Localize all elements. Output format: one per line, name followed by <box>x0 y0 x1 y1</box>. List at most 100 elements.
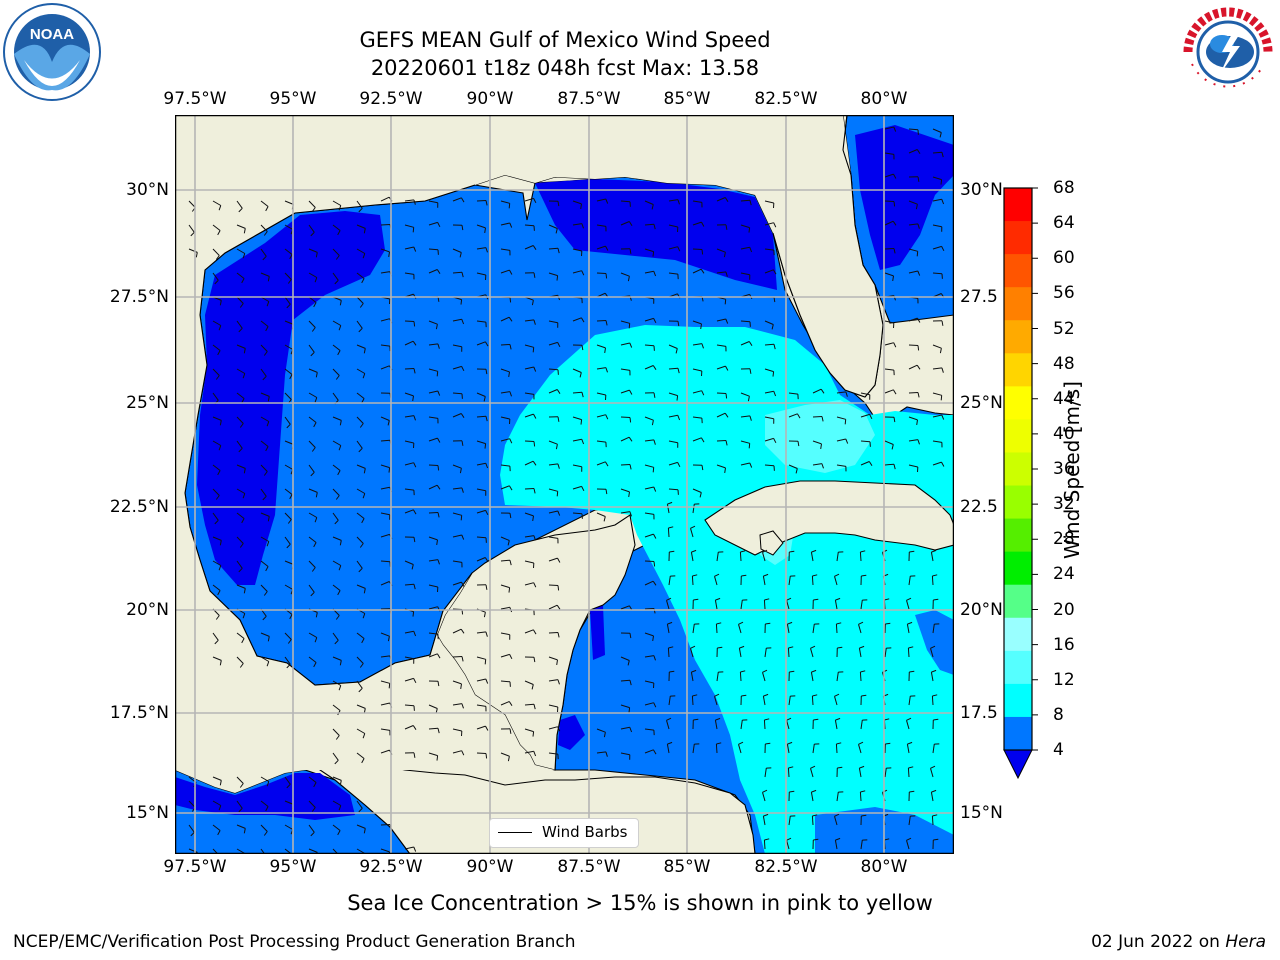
wind-barb <box>260 656 270 667</box>
wind-barb <box>596 367 608 373</box>
wind-barb <box>716 671 724 682</box>
axis-tick-label: 97.5°W <box>163 857 227 877</box>
wind-barb <box>476 462 489 469</box>
wind-barb <box>572 270 585 276</box>
wind-barb <box>644 560 656 567</box>
wind-barb <box>908 439 920 445</box>
wind-barb <box>930 789 937 802</box>
wind-barb <box>572 200 582 209</box>
wind-barb <box>548 247 560 254</box>
wind-barb <box>690 645 696 658</box>
wind-barb <box>212 536 222 546</box>
wind-barb <box>740 599 748 610</box>
wind-barb <box>762 693 769 706</box>
wind-barb <box>524 560 535 569</box>
wind-barb <box>332 416 342 426</box>
wind-barb <box>356 368 366 379</box>
footer-credit: NCEP/EMC/Verification Post Processing Pr… <box>13 932 576 952</box>
wind-barb <box>644 200 654 210</box>
wind-barb <box>860 413 873 420</box>
wind-barb <box>236 632 245 644</box>
wind-barb <box>596 245 609 251</box>
wind-barb <box>500 344 512 350</box>
axis-tick-label: 15°N <box>960 803 1003 823</box>
wind-barb <box>620 342 633 348</box>
wind-barb <box>908 344 920 351</box>
wind-barb <box>860 839 868 850</box>
wind-barb <box>834 573 840 586</box>
wind-barb <box>908 200 918 210</box>
wind-barb <box>884 440 894 450</box>
wind-barb <box>860 574 867 586</box>
wind-barb <box>668 440 679 448</box>
wind-barb <box>260 464 268 476</box>
sea-ice-note: Sea Ice Concentration > 15% is shown in … <box>347 891 933 915</box>
wind-barb <box>476 704 487 712</box>
wind-barb <box>620 221 633 226</box>
wind-barb <box>666 717 672 730</box>
wind-barb <box>572 391 584 398</box>
wind-barb <box>548 557 561 563</box>
wind-barb <box>308 512 318 523</box>
wind-barb <box>884 742 891 754</box>
colorbar-segment <box>1004 551 1032 586</box>
colorbar-segment <box>1004 320 1032 354</box>
wind-barb <box>356 272 365 284</box>
wind-barb <box>476 631 488 637</box>
wind-barb <box>932 838 939 850</box>
wind-barb <box>500 368 510 377</box>
colorbar-tick-label: 32 <box>1053 494 1075 515</box>
wind-barb <box>500 632 511 640</box>
wind-barb <box>810 669 817 682</box>
wind-barb <box>428 653 441 659</box>
wind-barb <box>762 669 768 682</box>
wind-barb <box>500 752 510 762</box>
wind-barb <box>380 728 391 736</box>
wind-barb <box>260 536 270 547</box>
wind-barb <box>308 200 316 212</box>
wind-barb <box>524 344 535 353</box>
wind-barb <box>932 598 939 610</box>
wind-barb <box>212 488 220 500</box>
wind-barb <box>738 741 744 754</box>
wind-barb <box>788 392 799 400</box>
wind-barb <box>452 344 463 352</box>
wind-barb <box>332 248 340 260</box>
wind-barb <box>932 743 940 754</box>
wind-barb <box>620 436 633 442</box>
wind-barb <box>284 272 292 284</box>
wind-barb <box>692 320 702 329</box>
wind-barb <box>524 197 537 204</box>
wind-barb <box>524 656 536 663</box>
wind-barb <box>763 718 770 730</box>
wind-barb <box>810 645 816 658</box>
calm-zone-north <box>535 179 777 290</box>
wind-barb <box>476 247 488 253</box>
wind-barb <box>692 368 703 377</box>
wind-barb <box>476 752 488 759</box>
wind-barb <box>644 728 655 736</box>
wind-barb <box>332 632 339 645</box>
wind-barb <box>836 646 843 658</box>
wind-barb <box>332 656 342 666</box>
wind-barb <box>692 248 704 255</box>
colorbar-segment <box>1004 419 1032 453</box>
axis-tick-label: 82.5°W <box>754 857 818 877</box>
wind-barb <box>212 416 222 426</box>
wind-barb <box>284 416 291 429</box>
wind-barb <box>764 437 777 444</box>
wind-barb <box>500 248 511 256</box>
wind-barb <box>788 695 796 706</box>
wind-barb <box>524 392 535 400</box>
wind-barb <box>524 535 536 541</box>
wind-barb <box>260 248 267 261</box>
wind-barb <box>932 224 943 232</box>
wind-barb <box>236 584 246 594</box>
calm-zone-east <box>915 610 954 675</box>
wind-barb <box>524 750 537 757</box>
wind-barb <box>452 197 465 203</box>
wind-barb <box>690 669 697 682</box>
footer-date-text: 02 Jun 2022 on <box>1091 932 1226 952</box>
colorbar-segment <box>1004 518 1032 553</box>
wind-barb <box>620 389 633 395</box>
